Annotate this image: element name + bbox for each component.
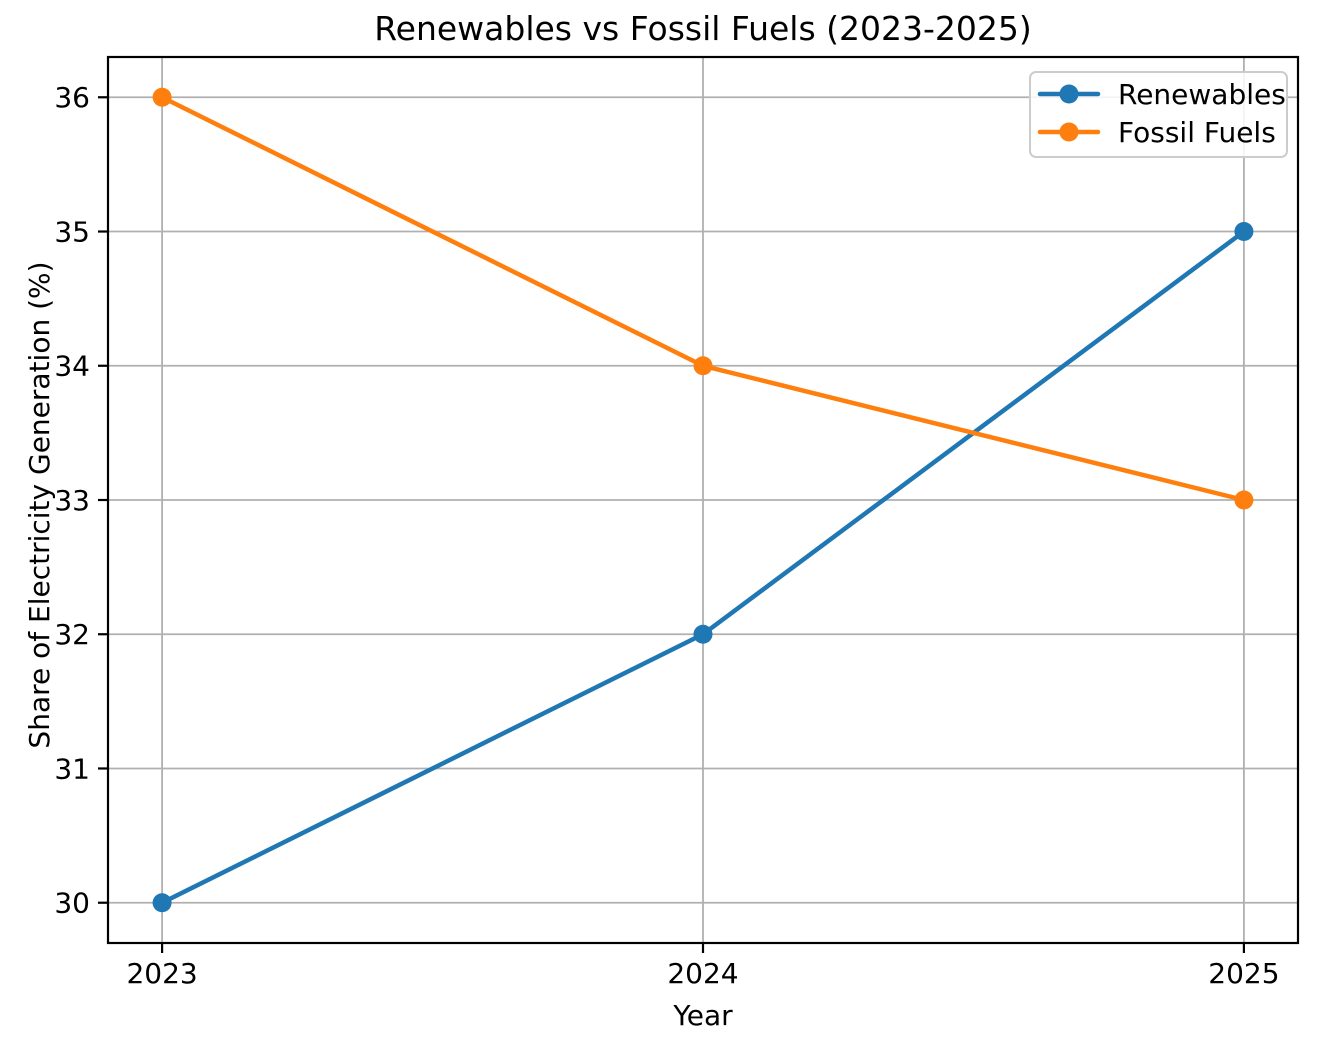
- legend-swatch-marker: [1059, 122, 1079, 142]
- series-marker-fossil-fuels: [152, 87, 172, 107]
- series-marker-renewables: [1234, 222, 1254, 242]
- x-axis-label: Year: [673, 999, 733, 1032]
- series-marker-renewables: [152, 893, 172, 913]
- gridlines: [108, 57, 1298, 943]
- series-renewables: [152, 222, 1254, 913]
- y-tick-label: 30: [54, 887, 90, 920]
- series-marker-renewables: [693, 624, 713, 644]
- axis-ticks: 2023 2024 2025 30 31 32 33 34 35 36: [54, 81, 1279, 990]
- series-marker-fossil-fuels: [693, 356, 713, 376]
- legend-item-fossil-fuels: Fossil Fuels: [1037, 116, 1276, 149]
- legend-item-renewables: Renewables: [1037, 78, 1286, 111]
- chart-title: Renewables vs Fossil Fuels (2023-2025): [374, 9, 1032, 48]
- y-tick-label: 32: [54, 618, 90, 651]
- series-fossil-fuels: [152, 87, 1254, 510]
- series-marker-fossil-fuels: [1234, 490, 1254, 510]
- y-tick-label: 33: [54, 484, 90, 517]
- y-tick-label: 36: [54, 81, 90, 114]
- x-tick-label: 2023: [126, 957, 197, 990]
- y-tick-label: 35: [54, 215, 90, 248]
- legend-label: Fossil Fuels: [1118, 116, 1276, 149]
- y-tick-label: 34: [54, 350, 90, 383]
- legend-swatch-marker: [1059, 84, 1079, 104]
- x-tick-label: 2025: [1208, 957, 1279, 990]
- x-tick-label: 2024: [667, 957, 738, 990]
- y-tick-label: 31: [54, 752, 90, 785]
- legend: Renewables Fossil Fuels: [1029, 71, 1288, 158]
- legend-label: Renewables: [1118, 78, 1286, 111]
